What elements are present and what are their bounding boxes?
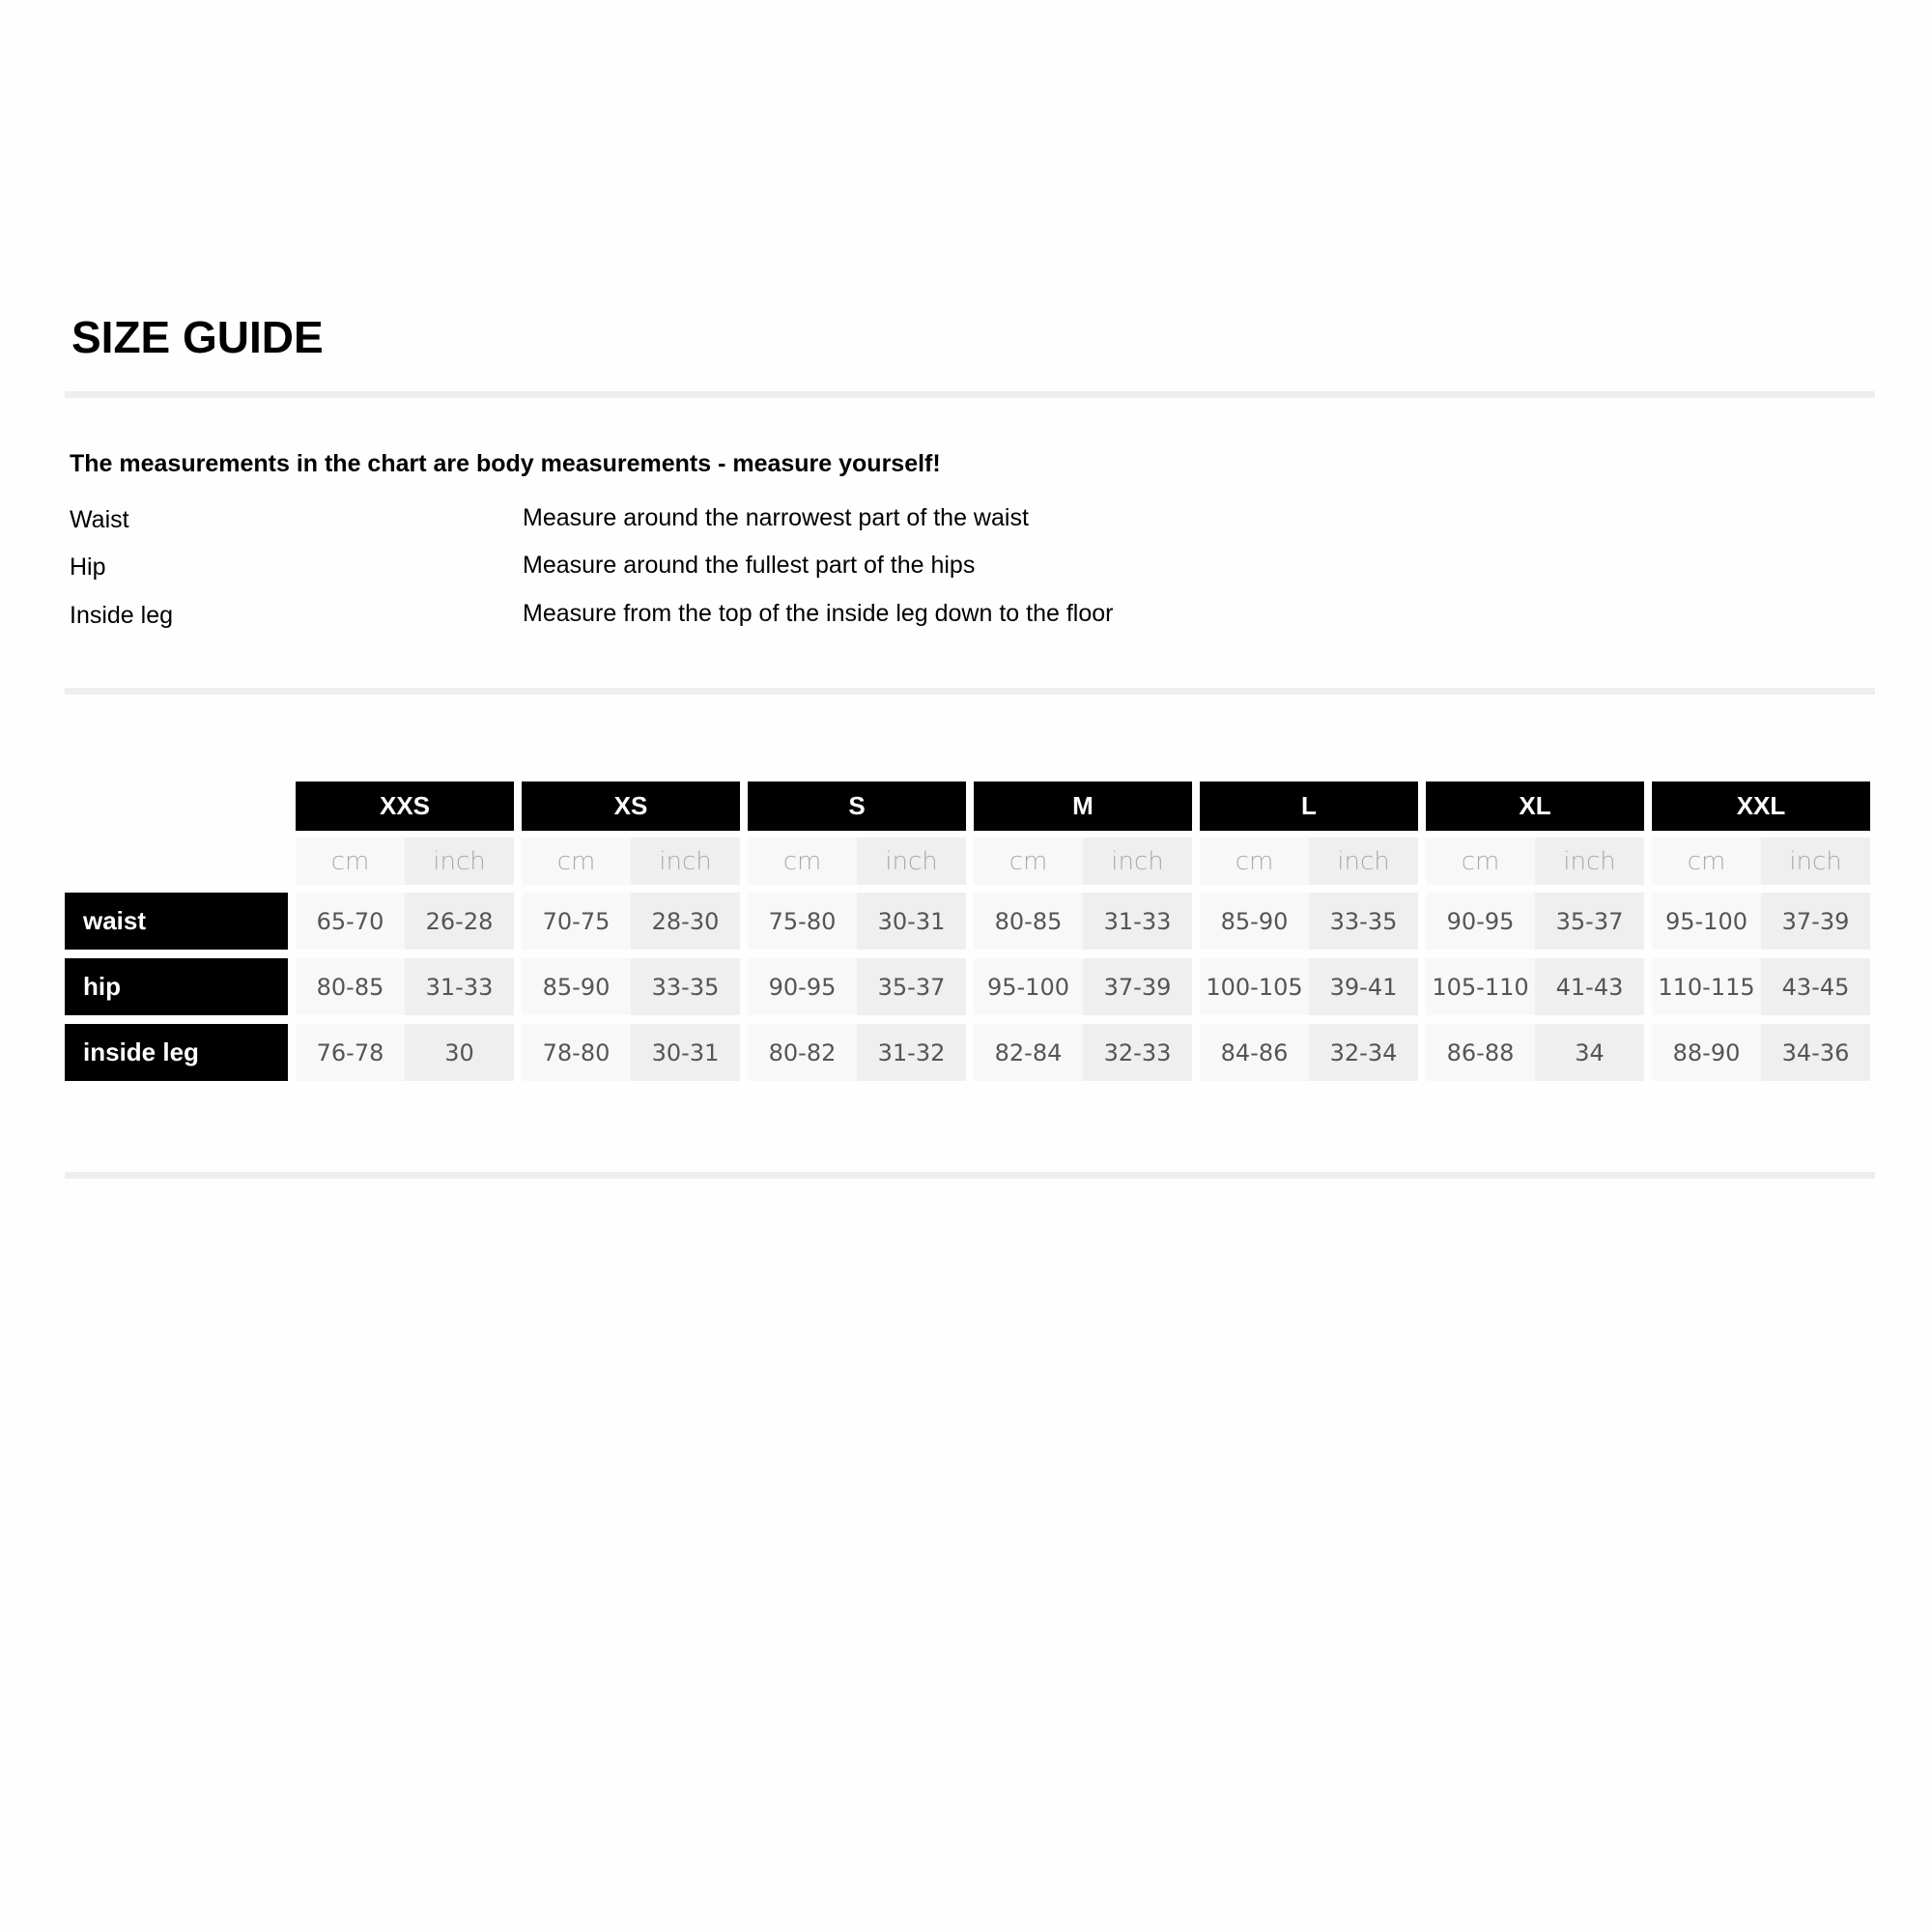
cell-inch: 35-37 xyxy=(857,958,966,1015)
measurement-description: Measure around the narrowest part of the… xyxy=(523,504,1029,531)
cell-cm: 80-82 xyxy=(748,1024,857,1081)
cell-inch: 30-31 xyxy=(857,893,966,950)
row-label-waist: waist xyxy=(65,893,288,950)
cell-inch: 30 xyxy=(405,1024,514,1081)
cell-cm: 86-88 xyxy=(1426,1024,1535,1081)
cell-inch: 26-28 xyxy=(405,893,514,950)
measurement-description: Measure around the fullest part of the h… xyxy=(523,552,976,579)
cell-cm: 90-95 xyxy=(748,958,857,1015)
measurement-inside-leg: Inside leg Measure from the top of the i… xyxy=(70,600,1113,630)
unit-header-cm: cm xyxy=(1426,838,1535,885)
unit-header-inch: inch xyxy=(405,838,514,885)
cell-inch: 32-34 xyxy=(1309,1024,1418,1081)
cell-inch: 33-35 xyxy=(1309,893,1418,950)
cell-cm: 88-90 xyxy=(1652,1024,1761,1081)
intro-text: The measurements in the chart are body m… xyxy=(70,450,941,477)
cell-cm: 78-80 xyxy=(522,1024,631,1081)
cell-cm: 65-70 xyxy=(296,893,405,950)
unit-header-inch: inch xyxy=(631,838,740,885)
cell-inch: 41-43 xyxy=(1535,958,1644,1015)
cell-cm: 76-78 xyxy=(296,1024,405,1081)
measurement-description: Measure from the top of the inside leg d… xyxy=(523,600,1114,627)
cell-cm: 70-75 xyxy=(522,893,631,950)
cell-inch: 34 xyxy=(1535,1024,1644,1081)
cell-cm: 95-100 xyxy=(974,958,1083,1015)
size-header-xxl: XXL xyxy=(1652,781,1870,831)
divider xyxy=(65,688,1875,695)
unit-header-cm: cm xyxy=(1200,838,1309,885)
cell-cm: 90-95 xyxy=(1426,893,1535,950)
cell-inch: 37-39 xyxy=(1083,958,1192,1015)
size-header-xxs: XXS xyxy=(296,781,514,831)
cell-inch: 31-32 xyxy=(857,1024,966,1081)
cell-cm: 100-105 xyxy=(1200,958,1309,1015)
cell-inch: 37-39 xyxy=(1761,893,1870,950)
cell-inch: 31-33 xyxy=(405,958,514,1015)
cell-cm: 105-110 xyxy=(1426,958,1535,1015)
cell-inch: 28-30 xyxy=(631,893,740,950)
measurement-name: Inside leg xyxy=(70,602,174,629)
cell-inch: 31-33 xyxy=(1083,893,1192,950)
cell-cm: 84-86 xyxy=(1200,1024,1309,1081)
size-header-s: S xyxy=(748,781,966,831)
unit-header-inch: inch xyxy=(857,838,966,885)
cell-inch: 33-35 xyxy=(631,958,740,1015)
page-title: SIZE GUIDE xyxy=(71,312,324,362)
cell-cm: 75-80 xyxy=(748,893,857,950)
row-label-hip: hip xyxy=(65,958,288,1015)
cell-cm: 80-85 xyxy=(974,893,1083,950)
cell-cm: 85-90 xyxy=(522,958,631,1015)
cell-inch: 39-41 xyxy=(1309,958,1418,1015)
cell-cm: 110-115 xyxy=(1652,958,1761,1015)
cell-cm: 82-84 xyxy=(974,1024,1083,1081)
unit-header-cm: cm xyxy=(296,838,405,885)
unit-header-inch: inch xyxy=(1083,838,1192,885)
unit-header-cm: cm xyxy=(522,838,631,885)
divider xyxy=(65,391,1875,398)
size-header-xs: XS xyxy=(522,781,740,831)
cell-inch: 35-37 xyxy=(1535,893,1644,950)
measurement-name: Hip xyxy=(70,554,106,581)
unit-header-inch: inch xyxy=(1309,838,1418,885)
size-header-xl: XL xyxy=(1426,781,1644,831)
unit-header-cm: cm xyxy=(748,838,857,885)
cell-cm: 85-90 xyxy=(1200,893,1309,950)
measurement-waist: Waist Measure around the narrowest part … xyxy=(70,504,1029,534)
unit-header-inch: inch xyxy=(1535,838,1644,885)
cell-inch: 34-36 xyxy=(1761,1024,1870,1081)
measurement-hip: Hip Measure around the fullest part of t… xyxy=(70,552,975,582)
measurement-name: Waist xyxy=(70,506,129,533)
size-header-l: L xyxy=(1200,781,1418,831)
row-label-inside-leg: inside leg xyxy=(65,1024,288,1081)
cell-inch: 32-33 xyxy=(1083,1024,1192,1081)
cell-cm: 95-100 xyxy=(1652,893,1761,950)
divider xyxy=(65,1172,1875,1179)
unit-header-cm: cm xyxy=(1652,838,1761,885)
unit-header-cm: cm xyxy=(974,838,1083,885)
size-header-m: M xyxy=(974,781,1192,831)
cell-inch: 30-31 xyxy=(631,1024,740,1081)
cell-inch: 43-45 xyxy=(1761,958,1870,1015)
cell-cm: 80-85 xyxy=(296,958,405,1015)
unit-header-inch: inch xyxy=(1761,838,1870,885)
